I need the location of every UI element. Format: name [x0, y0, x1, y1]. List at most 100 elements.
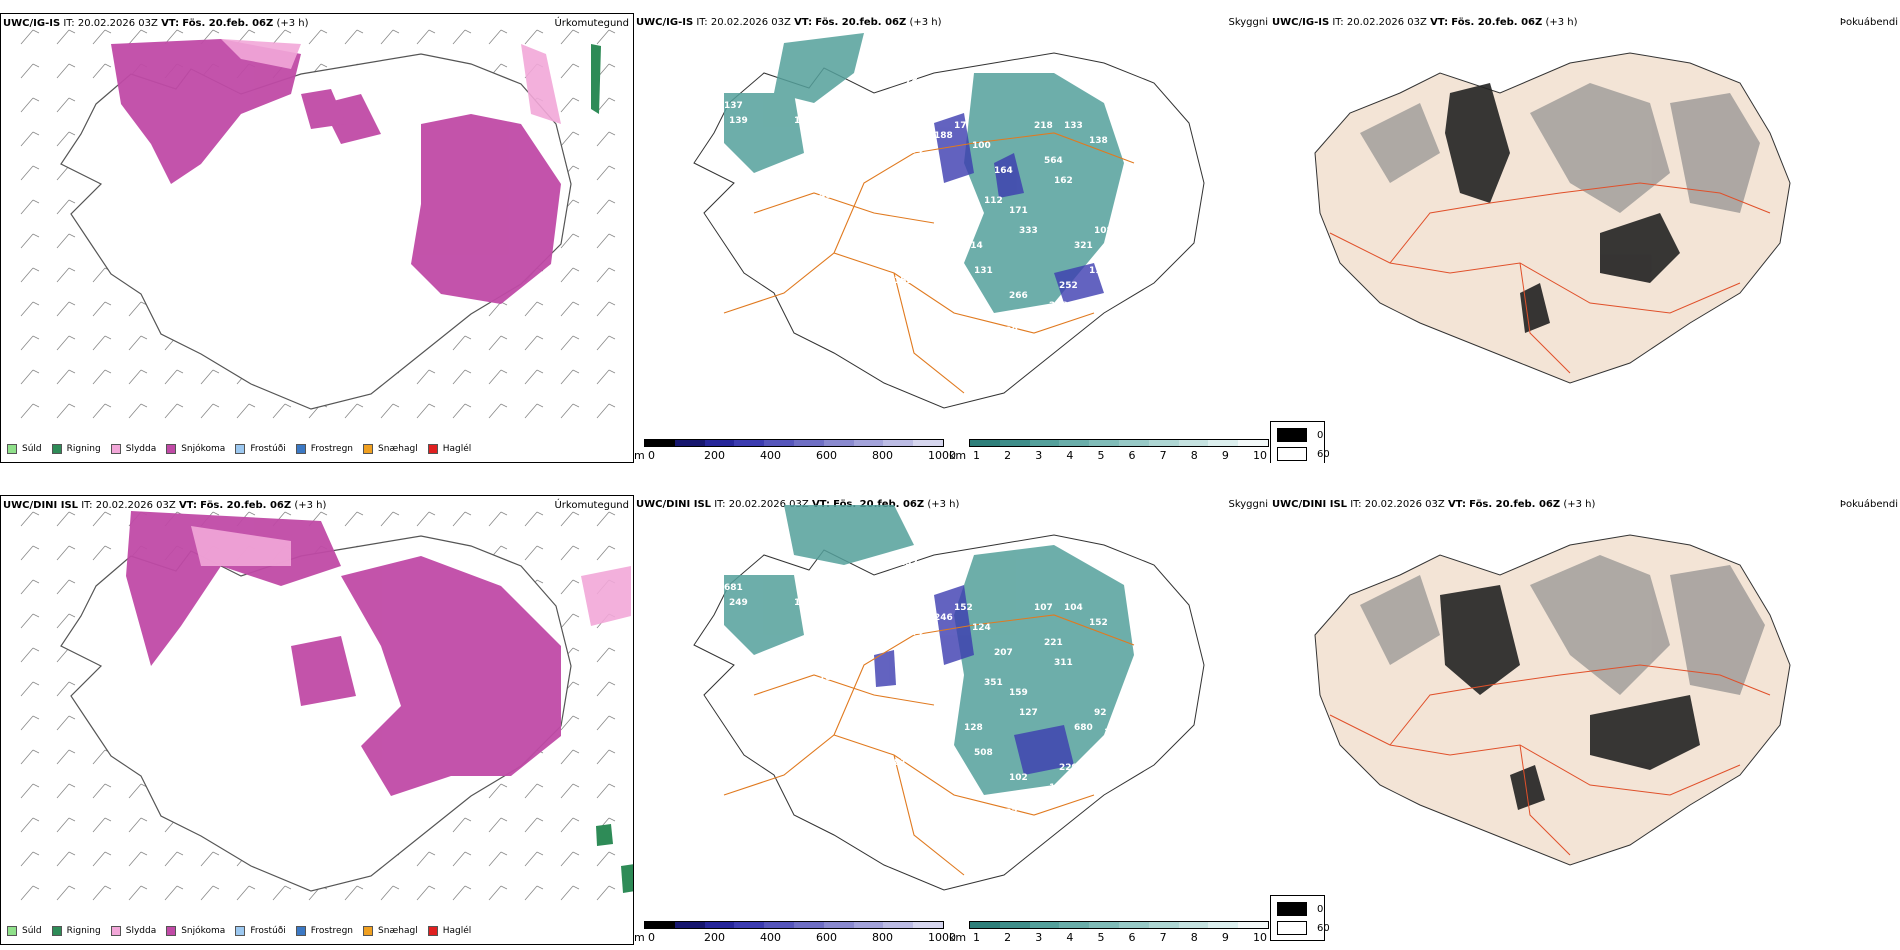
station-value: 169: [939, 758, 958, 768]
colorbar-unit: m: [634, 449, 645, 462]
wind-barb: [20, 165, 40, 181]
colorbar-tick: 1000: [928, 449, 956, 462]
colorbar-segment: [674, 440, 705, 446]
colorbar-tick: 600: [816, 931, 837, 944]
panel-header: UWC/IG-IS IT: 20.02.2026 03Z VT: Fös. 20…: [1272, 17, 1578, 28]
wind-barb: [524, 545, 544, 561]
wind-barb: [92, 301, 112, 317]
wind-barb: [452, 403, 472, 419]
station-value: 133: [1064, 121, 1083, 131]
wind-barb: [20, 29, 40, 45]
wind-barb: [56, 301, 76, 317]
wind-barb: [56, 63, 76, 79]
wind-barb: [128, 301, 148, 317]
legend-label: Frostúði: [250, 444, 286, 454]
wind-barb: [488, 851, 508, 867]
wind-barb: [20, 783, 40, 799]
panel-header: UWC/DINI ISL IT: 20.02.2026 03Z VT: Fös.…: [3, 500, 327, 511]
colorbar-segment: [704, 922, 735, 928]
colorbar-tick: 3: [1035, 449, 1043, 462]
wind-barb: [452, 369, 472, 385]
station-value: 266: [1009, 291, 1028, 301]
colorbar-segment: [1029, 440, 1060, 446]
legend-item: Rigning: [51, 926, 101, 936]
wind-barb: [56, 97, 76, 113]
panel-title: Úrkomutegund: [554, 500, 629, 511]
wind-barb: [380, 29, 400, 45]
station-value: 108: [1094, 226, 1113, 236]
wind-barb: [524, 369, 544, 385]
wind-barb: [92, 335, 112, 351]
colorbar-segment: [999, 922, 1030, 928]
wind-barb: [452, 29, 472, 45]
legend-item: Snæhagl: [363, 444, 418, 454]
station-value: 132: [944, 291, 963, 301]
legend-item: Snæhagl: [363, 926, 418, 936]
wind-barb: [92, 783, 112, 799]
station-value: 978: [899, 76, 918, 86]
wind-barb: [56, 613, 76, 629]
wind-barb: [128, 783, 148, 799]
colorbar-tick: 6: [1128, 931, 1136, 944]
wind-barb: [488, 885, 508, 901]
colorbar-segment: [1089, 922, 1119, 928]
station-value: 182: [894, 276, 913, 286]
legend-swatch: [363, 444, 374, 454]
station-value: 102: [1009, 773, 1028, 783]
colorbar-segment: [793, 922, 824, 928]
legend-swatch: [51, 444, 62, 454]
cover-legend: 0 60: [1270, 895, 1330, 941]
colorbar-tick: 7: [1159, 931, 1167, 944]
legend-swatch: [166, 926, 177, 936]
wind-barb: [560, 545, 580, 561]
colorbar-tick: 3: [1035, 931, 1043, 944]
legend-item: Slydda: [110, 444, 156, 454]
legend-item: Snjókoma: [166, 926, 225, 936]
station-value: 137: [724, 101, 743, 111]
wind-barb: [560, 63, 580, 79]
station-value: 169: [874, 101, 893, 111]
wind-barb: [56, 335, 76, 351]
wind-barb: [596, 715, 616, 731]
colorbar-segment: [1148, 440, 1179, 446]
legend-swatch: [166, 444, 177, 454]
wind-barb: [56, 233, 76, 249]
wind-barb: [524, 783, 544, 799]
wind-barb: [596, 97, 616, 113]
station-value: 152: [1089, 618, 1108, 628]
wind-barb: [596, 545, 616, 561]
colorbar-tick: 200: [704, 449, 725, 462]
station-value: 138: [1089, 136, 1108, 146]
station-value: 229: [1059, 763, 1078, 773]
wind-barb: [200, 851, 220, 867]
wind-barb: [596, 335, 616, 351]
legend-label: Súld: [22, 926, 42, 936]
wind-barb: [56, 681, 76, 697]
station-value: 680: [1074, 723, 1093, 733]
colorbar-tick: 800: [872, 931, 893, 944]
wind-barb: [344, 403, 364, 419]
station-value: 20: [939, 276, 952, 286]
station-value: 152: [954, 603, 973, 613]
station-value: 237: [874, 583, 893, 593]
colorbar-segment: [674, 922, 705, 928]
legend-item: Frostúði: [235, 926, 286, 936]
station-value: 81: [894, 758, 907, 768]
legend-item: Frostúði: [235, 444, 286, 454]
wind-barb: [524, 817, 544, 833]
wind-barb: [56, 545, 76, 561]
cover-map: [1314, 52, 1791, 384]
wind-barb: [272, 29, 292, 45]
wind-barb: [164, 885, 184, 901]
wind-barb: [560, 613, 580, 629]
colorbar-tick: 8: [1190, 449, 1198, 462]
wind-barb: [200, 369, 220, 385]
legend-label: Súld: [22, 444, 42, 454]
precip-legend: Súld Rigning Slydda Snjókoma Frostúði Frostre…: [7, 926, 471, 936]
station-value: 194: [794, 598, 813, 608]
height-colorbar: m 0 200 400 600 800 1000: [634, 921, 956, 945]
legend-item: Haglél: [427, 444, 471, 454]
station-value: 128: [964, 723, 983, 733]
wind-barb: [92, 369, 112, 385]
station-value: 159: [1009, 688, 1028, 698]
